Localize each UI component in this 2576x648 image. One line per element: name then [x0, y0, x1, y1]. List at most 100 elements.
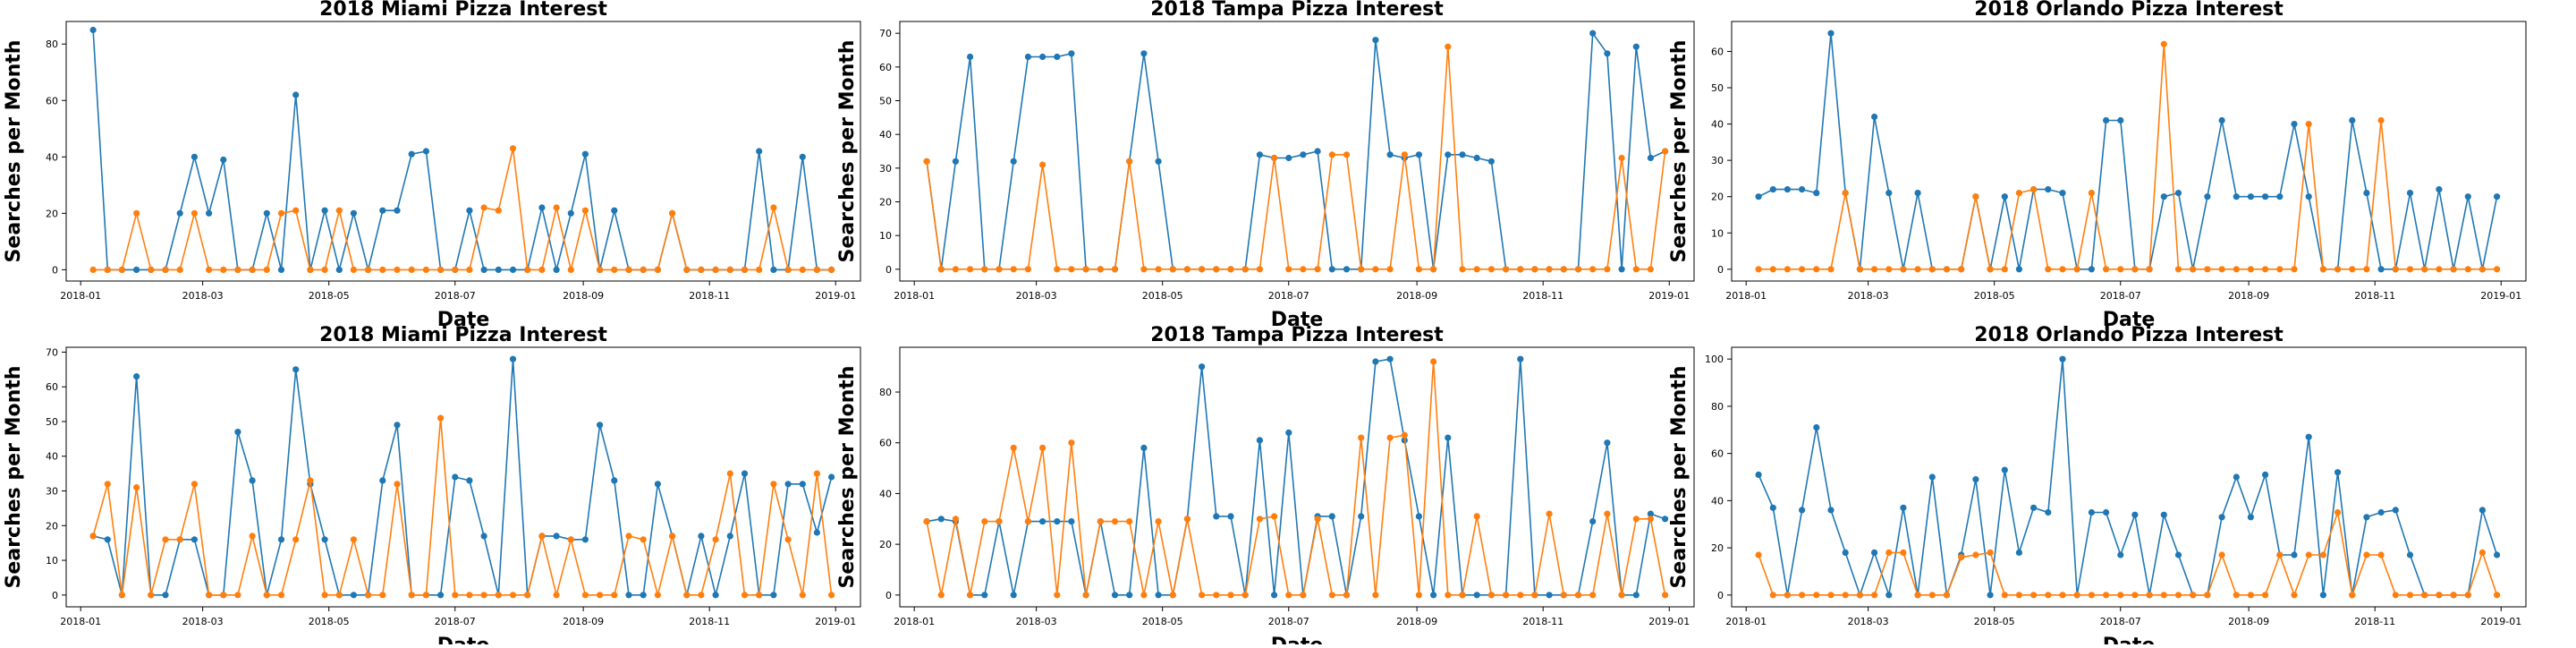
series-2-point — [1473, 513, 1480, 520]
series-2-point — [162, 266, 169, 273]
series-2-point — [1987, 266, 1994, 273]
series-1-point — [1799, 507, 1806, 514]
series-2-point — [1604, 266, 1611, 273]
series-2-point — [335, 592, 343, 599]
series-2-point — [712, 536, 719, 543]
series-1-line — [1758, 32, 2498, 270]
series-2-point — [2131, 592, 2139, 599]
series-2-point — [365, 266, 372, 273]
series-2-point — [408, 266, 415, 273]
series-2-point — [1314, 516, 1321, 523]
series-2-point — [2117, 592, 2124, 599]
series-2-point — [234, 266, 242, 273]
series-1-point — [2117, 116, 2124, 124]
series-2-point — [2131, 266, 2139, 273]
series-2-point — [2436, 266, 2443, 273]
series-2-point — [1574, 266, 1582, 273]
x-tick-label: 2019-01 — [2480, 616, 2521, 627]
y-tick-label: 30 — [46, 486, 58, 498]
y-axis-label: Searches per Month — [836, 366, 859, 589]
series-1-point — [2291, 121, 2298, 128]
series-1-point — [133, 266, 140, 273]
series-2-point — [292, 536, 300, 543]
series-1-point — [2406, 190, 2414, 197]
plot-frame — [65, 346, 861, 608]
series-1-point — [553, 266, 560, 273]
series-2-point — [2464, 592, 2471, 599]
series-2-point — [495, 592, 502, 599]
series-2-point — [654, 592, 662, 599]
series-2-point — [1755, 266, 1762, 273]
y-tick-label: 80 — [46, 38, 58, 50]
series-2-point — [597, 592, 604, 599]
series-2-point — [1632, 516, 1640, 523]
series-1-point — [2059, 355, 2066, 362]
series-1-point — [480, 266, 487, 273]
x-tick-label: 2018-03 — [1848, 290, 1889, 302]
series-1-point — [162, 592, 169, 599]
series-2-point — [937, 266, 945, 273]
series-2-point — [2276, 551, 2284, 558]
y-tick-label: 0 — [52, 264, 58, 276]
series-1-point — [2160, 511, 2167, 518]
series-1-point — [1415, 151, 1422, 158]
series-1-point — [2233, 473, 2240, 481]
series-1-point — [770, 592, 777, 599]
x-tick-label: 2018-09 — [2228, 290, 2269, 302]
series-1-point — [1900, 504, 1907, 511]
series-2-point — [365, 592, 372, 599]
series-2-point — [1517, 266, 1524, 273]
series-1-point — [2494, 193, 2501, 200]
y-tick-label: 60 — [879, 438, 892, 449]
series-1-point — [1271, 592, 1278, 599]
y-tick-label: 50 — [46, 416, 58, 428]
series-2-point — [828, 266, 835, 273]
series-2-point — [2204, 266, 2211, 273]
x-axis-label: Date — [2103, 635, 2156, 644]
x-tick-label: 2018-05 — [1142, 616, 1183, 627]
series-2-point — [1256, 516, 1263, 523]
x-tick-label: 2018-03 — [182, 290, 224, 302]
series-2-point — [2117, 266, 2124, 273]
series-2-point — [2001, 592, 2008, 599]
series-2-point — [1314, 266, 1321, 273]
series-1-point — [1372, 37, 1379, 44]
series-2-point — [784, 266, 792, 273]
series-1-point — [1987, 592, 1994, 599]
x-tick-label: 2018-01 — [1725, 616, 1767, 627]
series-1-point — [2088, 508, 2095, 516]
x-axis-label: Date — [1271, 635, 1324, 644]
x-tick-label: 2018-03 — [1848, 616, 1889, 627]
series-2-point — [2291, 266, 2298, 273]
series-1-point — [1546, 592, 1553, 599]
y-tick-label: 20 — [879, 196, 892, 208]
series-1-point — [176, 209, 183, 217]
series-2-point — [2450, 266, 2457, 273]
series-2-point — [466, 266, 473, 273]
series-1-line — [1758, 358, 2498, 596]
plot-frame — [1731, 21, 2527, 282]
series-2-point — [1183, 516, 1191, 523]
series-2-point — [1328, 151, 1335, 158]
plot-frame — [65, 21, 861, 282]
series-1-point — [1054, 518, 1061, 525]
series-1-point — [509, 266, 517, 273]
series-1-point — [1445, 151, 1452, 158]
series-1-line — [926, 32, 1665, 270]
series-2-point — [350, 266, 357, 273]
series-1-point — [277, 266, 285, 273]
series-2-point — [2319, 266, 2326, 273]
x-tick-label: 2018-11 — [2354, 616, 2395, 627]
y-tick-label: 40 — [879, 488, 892, 499]
series-2-point — [263, 266, 270, 273]
x-tick-label: 2018-05 — [1142, 290, 1183, 302]
series-2-point — [813, 266, 821, 273]
x-tick-label: 2018-01 — [894, 290, 935, 302]
series-1-point — [292, 91, 300, 98]
x-tick-label: 2018-09 — [2228, 616, 2269, 627]
y-tick-label: 10 — [46, 555, 58, 567]
series-1-point — [2103, 508, 2110, 516]
series-1-point — [538, 204, 546, 211]
series-1-point — [2045, 186, 2052, 193]
series-1-point — [1010, 158, 1017, 165]
